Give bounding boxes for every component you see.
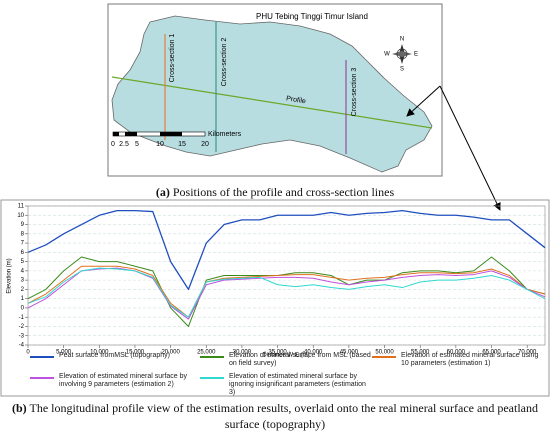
compass-label: W [384,52,390,58]
y-tick-label: 4 [21,268,25,274]
y-tick-label: 1 [21,296,25,302]
scale-label: 20 [201,141,209,148]
legend-swatch [200,377,224,379]
scale-label: 5 [135,141,139,148]
x-tick-label: 20,000 [161,350,180,356]
y-tick-label: 5 [21,259,25,265]
cross-section-label: Cross-section 2 [221,38,228,87]
plot-border [27,205,546,346]
y-tick-label: 3 [21,278,25,284]
scale-bar [112,131,206,137]
x-tick-label: 5,000 [56,350,72,356]
x-tick-label: 60,000 [447,350,466,356]
legend-label: Peat surface fromMSL (topography) [59,352,171,359]
y-tick-label: -3 [19,333,25,339]
legend-swatch [30,356,54,358]
chart-frame [0,199,550,397]
x-tick-label: 65,000 [482,350,501,356]
legend-label: Elevation of mineral surface from MSL (b… [229,352,371,367]
plot: -4 -3 -2 -1 0 1 2 3 4 5 6 7 8 9 10 11 0 5,000 10,000 15,000… [17,204,546,356]
compass-label: S [400,67,404,73]
caption-label: (b) [12,401,27,415]
y-tick-label: 10 [17,213,24,219]
y-axis-label: Elevation (m) [7,258,13,293]
series-line [27,256,546,327]
legend-label: Elevation of estimated mineral surface b… [229,373,366,396]
caption-text: The longitudinal profile view of the est… [29,401,538,431]
series-line [27,265,546,318]
y-tick-label: -4 [19,343,25,349]
scale-label: 0 [111,141,115,148]
scale-label: 10 [156,141,164,148]
y-tick-label: 6 [21,250,25,256]
x-tick-label: 45,000 [340,350,359,356]
legend-swatch [200,356,224,358]
x-tick-label: 50,000 [375,350,394,356]
cross-section-label: Cross-section 1 [169,34,176,83]
legend-item: Peat surface fromMSL (topography) [30,352,200,373]
legend-label: Elevation of estimated mineral surface u… [401,352,539,367]
legend-label: Elevation of estimated mineral surface b… [59,373,188,388]
x-tick-label: 0 [26,350,30,356]
legend-item: Elevation of mineral surface from MSL (b… [200,352,372,373]
legend-item: Elevation of estimated mineral surface b… [30,373,200,394]
caption-label: (a) [155,185,170,199]
compass-label: N [400,37,404,43]
y-tick-label: 0 [21,306,25,312]
x-tick-label: 30,000 [233,350,252,356]
pointer-arrow [439,85,501,211]
y-tick-label: 7 [21,241,25,247]
scale-label: 15 [178,141,186,148]
x-tick-label: 35,000 [268,350,287,356]
series-line [27,267,546,318]
x-tick-label: 10,000 [90,350,109,356]
caption-text: Positions of the profile and cross-secti… [172,185,395,199]
y-tick-label: 9 [21,222,25,228]
x-axis-label: Distance W-E (m) [262,353,309,359]
x-tick-label: 40,000 [304,350,323,356]
scale-label: 2.5 [119,141,129,148]
x-tick-label: 70,000 [518,350,537,356]
map-title: PHU Tebing Tinggi Timur Island [256,12,368,21]
scale-unit: Kilometers [208,131,242,138]
legend: Peat surface fromMSL (topography) Elevati… [30,352,544,396]
y-tick-label: 2 [21,287,25,293]
legend-swatch [372,356,396,358]
series-line [27,209,546,291]
y-tick-label: 8 [21,231,25,237]
x-tick-label: 55,000 [411,350,430,356]
x-tick-label: 15,000 [126,350,145,356]
y-tick-label: -1 [19,315,25,321]
caption-b: (b) The longitudinal profile view of the… [0,400,550,432]
series-line [27,267,546,320]
y-tick-label: -2 [19,324,25,330]
legend-swatch [30,377,54,379]
y-tick-label: 11 [18,204,25,210]
x-tick-label: 25,000 [197,350,216,356]
caption-a: (a) Positions of the profile and cross-s… [0,184,550,200]
legend-item: Elevation of estimated mineral surface b… [200,373,372,396]
compass [392,44,412,64]
cross-section-label: Cross-section 3 [351,68,358,117]
pointer-arrow [406,85,441,117]
legend-item: Elevation of estimated mineral surface u… [372,352,544,373]
compass-label: E [414,52,418,58]
profile-label: Profile [286,95,307,105]
